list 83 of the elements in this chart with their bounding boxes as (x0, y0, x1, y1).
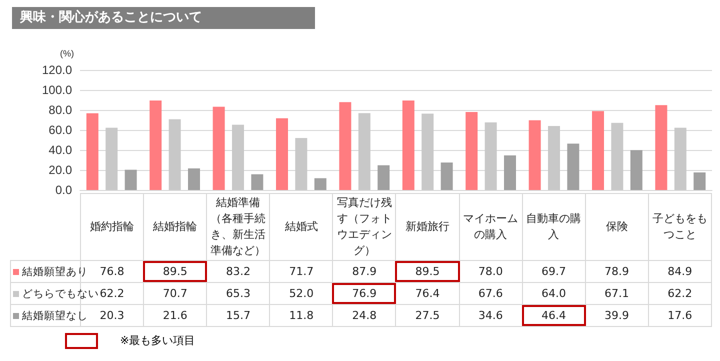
bar (611, 122, 624, 190)
data-label: 78.0 (478, 265, 503, 278)
data-label: 15.7 (226, 309, 250, 322)
bar (402, 100, 414, 190)
legend-label: 結婚願望あり (22, 266, 88, 278)
bar (212, 106, 225, 190)
bar (567, 144, 580, 190)
data-label: 46.4 (541, 309, 566, 322)
x-tick-label: 結婚準備（各種手続き、新生活準備など） (206, 194, 270, 260)
bar (378, 165, 390, 190)
data-label: 76.9 (352, 287, 377, 300)
data-label: 78.9 (604, 265, 630, 278)
bar (440, 162, 453, 190)
data-label: 17.6 (668, 309, 692, 322)
data-label: 71.7 (289, 265, 314, 278)
data-label: 27.5 (415, 309, 440, 322)
data-label: 39.9 (604, 309, 630, 322)
x-tick-label: 写真だけ残す（フォトウエディング） (332, 194, 396, 260)
data-label: 67.6 (478, 287, 503, 300)
y-tick-label: 20.0 (48, 163, 72, 177)
y-tick-label: 0.0 (55, 183, 72, 197)
bar (504, 155, 516, 190)
bar (484, 122, 497, 190)
chart-title: 興味・関心があることについて (12, 7, 315, 29)
data-label: 70.7 (162, 287, 188, 300)
data-label: 76.8 (100, 265, 124, 278)
bar (694, 172, 706, 190)
x-tick-label: マイホームの購入 (459, 194, 522, 260)
data-label: 64.0 (541, 287, 566, 300)
text: ※最も多い項目 (120, 334, 196, 348)
bar (232, 124, 244, 190)
data-label: 67.1 (604, 287, 630, 300)
x-tick-label: 子どもをもつこと (648, 194, 712, 260)
data-label: 87.9 (352, 265, 377, 278)
data-label: 76.4 (415, 287, 440, 300)
bar (358, 113, 370, 190)
data-label: 52.0 (289, 287, 314, 300)
y-tick-label: 40.0 (48, 143, 72, 157)
bar (466, 112, 478, 190)
data-label: 20.3 (100, 309, 124, 322)
data-label: 21.6 (162, 309, 188, 322)
bar (276, 118, 288, 190)
bar (168, 119, 181, 190)
data-label: 62.2 (668, 287, 692, 300)
bar (592, 111, 604, 190)
bar (314, 178, 326, 190)
x-tick-label: 保険 (585, 194, 648, 260)
bar (188, 168, 200, 190)
y-tick-label: 120.0 (42, 63, 72, 77)
legend-label: どちらでもない (22, 288, 99, 300)
data-label: 24.8 (352, 309, 377, 322)
data-label: 62.2 (100, 287, 124, 300)
y-tick-label: 100.0 (42, 83, 72, 97)
x-tick-label: 結婚指輪 (144, 194, 207, 260)
data-label: 89.5 (162, 265, 188, 278)
bar (150, 100, 162, 190)
bar (295, 138, 308, 190)
bar (251, 174, 264, 190)
y-tick-label: 60.0 (48, 123, 72, 137)
y-axis-title: (%) (60, 48, 74, 58)
bar (106, 128, 118, 190)
data-label: 11.8 (289, 309, 314, 322)
x-tick-label: 自動車の購入 (522, 194, 586, 260)
x-tick-label: 結婚式 (270, 194, 333, 260)
data-label: 34.6 (478, 309, 503, 322)
x-tick-label: 新婚旅行 (396, 194, 460, 260)
data-label: 89.5 (415, 265, 440, 278)
bar (124, 170, 137, 190)
y-tick-label: 80.0 (48, 103, 72, 117)
data-label: 83.2 (226, 265, 250, 278)
bar (655, 105, 668, 190)
bar (528, 120, 541, 190)
bar (548, 126, 560, 190)
data-label: 65.3 (226, 287, 250, 300)
bar (422, 114, 434, 190)
bar (674, 128, 686, 190)
data-label: 84.9 (668, 265, 692, 278)
bar (339, 102, 352, 190)
bar (630, 150, 642, 190)
x-tick-label: 婚約指輪 (80, 194, 144, 260)
data-label: 69.7 (541, 265, 566, 278)
bar (86, 113, 98, 190)
legend-label: 結婚願望なし (22, 310, 88, 322)
